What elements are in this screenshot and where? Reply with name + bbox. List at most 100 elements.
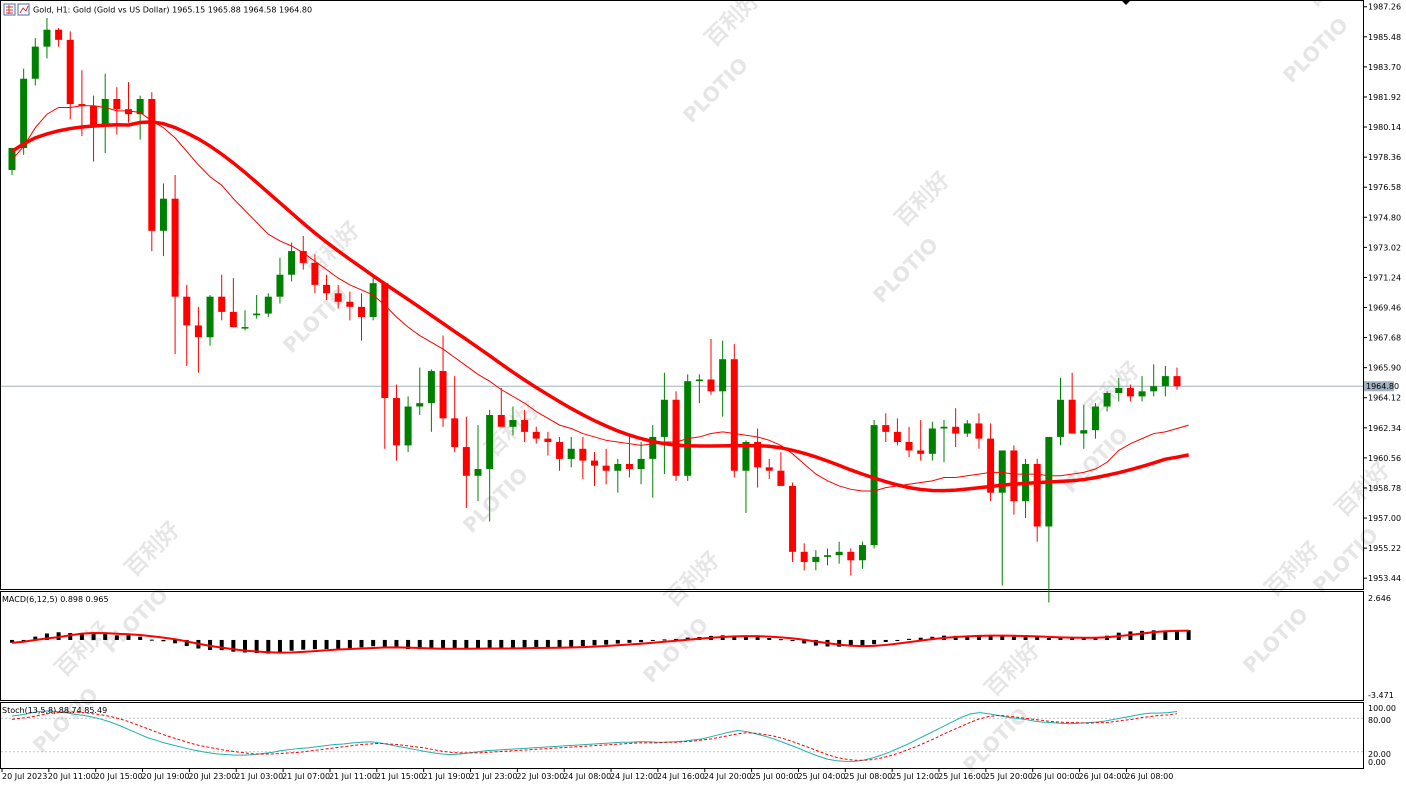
candle-body (136, 99, 144, 115)
price-tick-label: 1973.02 (1368, 243, 1401, 252)
candle-body (1103, 393, 1111, 407)
macd-bar (301, 639, 306, 650)
macd-bar (464, 639, 469, 649)
candle-body (684, 381, 692, 476)
candle-body (31, 46, 39, 79)
macd-bar (1151, 630, 1156, 640)
macd-bar (21, 639, 26, 641)
stoch-signal-line (11, 711, 1178, 761)
candle-body (311, 262, 319, 285)
macd-bar (68, 633, 73, 640)
macd-bar (639, 639, 644, 643)
macd-bar (382, 639, 387, 647)
candle-body (614, 463, 622, 471)
candle-body (975, 423, 983, 439)
candle-body (870, 425, 878, 546)
macd-bar (1046, 637, 1051, 640)
macd-bar (79, 632, 84, 640)
time-tick-label: 26 Jul 08:00 (1125, 772, 1173, 781)
time-tick-label: 24 Jul 08:00 (563, 772, 611, 781)
time-tick-label: 24 Jul 12:00 (610, 772, 658, 781)
candle-body (381, 283, 389, 399)
candle-body (905, 442, 913, 451)
macd-bar (837, 639, 842, 647)
candle-body (55, 29, 63, 40)
candle-body (625, 463, 633, 470)
macd-bar (324, 639, 329, 649)
candle-body (264, 296, 272, 314)
candle-body (404, 406, 412, 446)
chart-shift-marker[interactable] (1122, 1, 1130, 5)
macd-bar (883, 639, 888, 642)
stochastic-plot (1, 710, 1363, 762)
candle-body (800, 551, 808, 562)
candle-body (882, 425, 890, 432)
time-tick-label: 21 Jul 11:00 (329, 772, 377, 781)
window-grid-icon-lines (6, 5, 13, 14)
candle-body (1173, 376, 1181, 387)
candle-body (544, 438, 552, 442)
stoch-tick-label: 0.00 (1368, 758, 1386, 767)
watermark-cn: 百利好 (980, 637, 1045, 702)
price-tick-label: 1965.90 (1368, 364, 1401, 373)
macd-bar (767, 637, 772, 640)
time-tick-label: 22 Jul 03:00 (516, 772, 564, 781)
price-tick-label: 1955.22 (1368, 544, 1401, 553)
candle-body (427, 371, 435, 404)
watermark-cn: 百利好 (1260, 537, 1325, 602)
macd-bar (231, 639, 236, 652)
watermark-brand: PLOTIO (678, 53, 753, 128)
macd-bar (732, 635, 737, 640)
price-tick-label: 1976.58 (1368, 183, 1401, 192)
time-tick-label: 21 Jul 15:00 (376, 772, 424, 781)
macd-bar (371, 639, 376, 647)
macd-header: MACD(6,12,5) 0.898 0.965 (2, 595, 109, 604)
watermark-brand: PLOTIO (28, 683, 103, 758)
price-tick-label: 1967.68 (1368, 334, 1401, 343)
candle-body (579, 448, 587, 461)
watermark-cn: 百利好 (50, 617, 115, 682)
chart-type-icon[interactable] (17, 3, 30, 16)
candle-body (649, 436, 657, 459)
candle-body (567, 448, 575, 459)
candle-body (148, 99, 156, 231)
current-price-label: 1964.80 (1366, 382, 1399, 391)
candle-body (1126, 387, 1134, 397)
candle-body (847, 551, 855, 561)
candle-body (952, 426, 960, 434)
macd-bar (394, 639, 399, 649)
macd-bar (312, 639, 317, 650)
macd-bar (604, 639, 609, 645)
time-tick-label: 26 Jul 04:00 (1079, 772, 1127, 781)
macd-bar (965, 635, 970, 640)
price-tick-label: 1969.46 (1368, 304, 1401, 313)
price-tick-label: 1978.36 (1368, 153, 1401, 162)
time-tick-label: 21 Jul 03:00 (235, 772, 283, 781)
price-tick-label: 1962.34 (1368, 424, 1401, 433)
time-tick-label: 20 Jul 23:00 (188, 772, 236, 781)
candle-body (392, 398, 400, 446)
candle-body (824, 555, 831, 557)
macd-plot (10, 629, 1191, 654)
time-tick-label: 20 Jul 2023 (2, 772, 47, 781)
candle-body (987, 438, 995, 493)
macd-bar (499, 639, 504, 649)
watermark-brand: PLOTIO (1278, 13, 1353, 88)
chart-type-icon-lines (19, 5, 29, 14)
candle-body (707, 379, 715, 392)
watermark-brand: PLOTIO (638, 613, 713, 688)
stoch-header: Stoch(13,5,8) 88.74 85.49 (2, 706, 107, 715)
macd-bar (569, 639, 574, 647)
price-axis: 1987.26 1985.48 1983.70 1981.92 1980.14 1978.… (1363, 3, 1401, 767)
candle-body (1010, 450, 1018, 502)
macd-bar (476, 639, 480, 649)
candle-body (334, 293, 342, 302)
price-tick-label: 1960.56 (1368, 454, 1401, 463)
candle-body (253, 313, 261, 316)
candle-body (963, 423, 971, 434)
macd-bar (347, 639, 352, 649)
price-tick-label: 1971.24 (1368, 273, 1401, 282)
